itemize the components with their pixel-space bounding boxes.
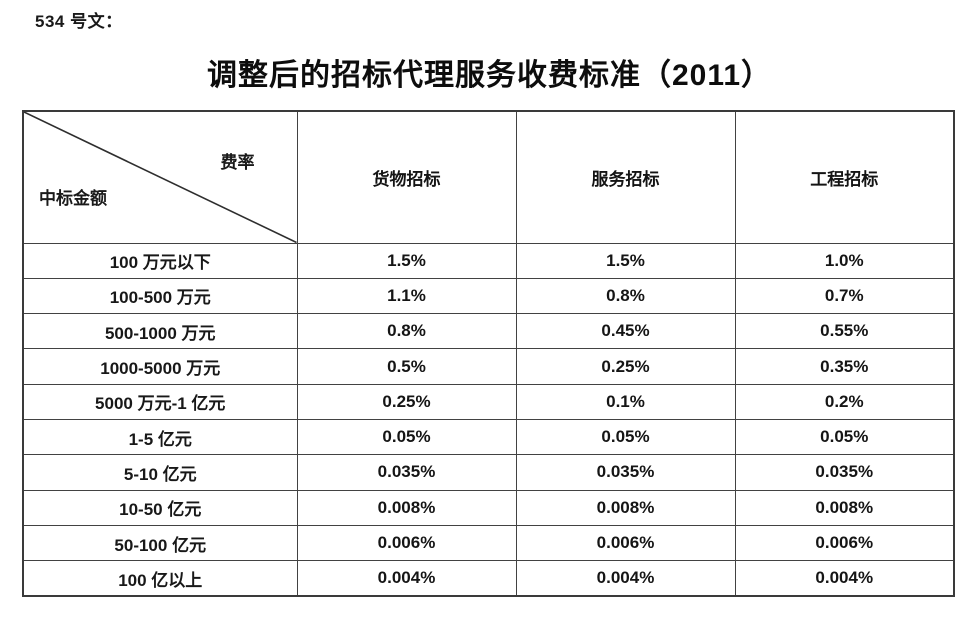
table-body: 100 万元以下 1.5% 1.5% 1.0% 100-500 万元 1.1% 0.8% 0.… bbox=[22, 242, 955, 597]
rate-value-cell: 0.35% bbox=[734, 348, 955, 385]
rate-value-cell: 0.5% bbox=[296, 348, 517, 385]
rate-value-cell: 0.45% bbox=[515, 313, 736, 350]
table-row: 500-1000 万元 0.8% 0.45% 0.55% bbox=[22, 313, 955, 350]
column-header-goods: 货物招标 bbox=[296, 110, 517, 244]
amount-range-cell: 1000-5000 万元 bbox=[22, 348, 298, 385]
fee-rate-table: 费率 中标金额 货物招标 服务招标 工程招标 100 万元以下 1.5% 1.5% 1… bbox=[22, 110, 955, 597]
table-row: 100 万元以下 1.5% 1.5% 1.0% bbox=[22, 242, 955, 279]
rate-value-cell: 0.1% bbox=[515, 383, 736, 420]
rate-value-cell: 0.035% bbox=[296, 454, 517, 491]
rate-value-cell: 0.05% bbox=[296, 418, 517, 456]
page-title: 调整后的招标代理服务收费标准（2011） bbox=[206, 59, 773, 92]
amount-range-cell: 1-5 亿元 bbox=[22, 418, 298, 456]
rate-value-cell: 0.006% bbox=[296, 524, 517, 562]
rate-value-cell: 1.5% bbox=[296, 242, 517, 279]
rate-value-cell: 0.55% bbox=[734, 313, 955, 350]
amount-range-cell: 5000 万元-1 亿元 bbox=[22, 383, 298, 420]
rate-value-cell: 0.006% bbox=[734, 524, 955, 562]
rate-value-cell: 1.0% bbox=[734, 242, 955, 279]
corner-label-rate: 费率 bbox=[220, 153, 255, 172]
table-row: 10-50 亿元 0.008% 0.008% 0.008% bbox=[22, 489, 955, 526]
rate-value-cell: 0.006% bbox=[515, 524, 736, 562]
amount-range-cell: 100 万元以下 bbox=[22, 242, 298, 279]
rate-value-cell: 1.1% bbox=[296, 277, 517, 315]
rate-value-cell: 0.004% bbox=[734, 560, 955, 597]
column-header-engineering: 工程招标 bbox=[734, 110, 955, 244]
table-header: 费率 中标金额 货物招标 服务招标 工程招标 bbox=[22, 110, 955, 244]
header-row: 费率 中标金额 货物招标 服务招标 工程招标 bbox=[22, 110, 955, 244]
rate-value-cell: 0.7% bbox=[734, 277, 955, 315]
table-row: 50-100 亿元 0.006% 0.006% 0.006% bbox=[22, 524, 955, 562]
amount-range-cell: 100-500 万元 bbox=[22, 277, 298, 315]
rate-value-cell: 0.035% bbox=[734, 454, 955, 491]
diagonal-divider-line bbox=[24, 112, 297, 243]
rate-value-cell: 0.05% bbox=[734, 418, 955, 456]
amount-range-cell: 5-10 亿元 bbox=[22, 454, 298, 491]
amount-range-cell: 500-1000 万元 bbox=[22, 313, 298, 350]
rate-value-cell: 0.035% bbox=[515, 454, 736, 491]
rate-value-cell: 0.8% bbox=[515, 277, 736, 315]
rate-value-cell: 0.004% bbox=[296, 560, 517, 597]
rate-value-cell: 1.5% bbox=[515, 242, 736, 279]
rate-value-cell: 0.05% bbox=[515, 418, 736, 456]
table-row: 5-10 亿元 0.035% 0.035% 0.035% bbox=[22, 454, 955, 491]
rate-value-cell: 0.008% bbox=[296, 489, 517, 526]
amount-range-cell: 50-100 亿元 bbox=[22, 524, 298, 562]
rate-value-cell: 0.8% bbox=[296, 313, 517, 350]
rate-value-cell: 0.2% bbox=[734, 383, 955, 420]
table-row: 100-500 万元 1.1% 0.8% 0.7% bbox=[22, 277, 955, 315]
amount-range-cell: 100 亿以上 bbox=[22, 560, 298, 597]
table-row: 1000-5000 万元 0.5% 0.25% 0.35% bbox=[22, 348, 955, 385]
rate-value-cell: 0.25% bbox=[296, 383, 517, 420]
column-header-services: 服务招标 bbox=[515, 110, 736, 244]
amount-range-cell: 10-50 亿元 bbox=[22, 489, 298, 526]
table-row: 1-5 亿元 0.05% 0.05% 0.05% bbox=[22, 418, 955, 456]
diagonal-corner-cell: 费率 中标金额 bbox=[22, 110, 298, 244]
table-row: 5000 万元-1 亿元 0.25% 0.1% 0.2% bbox=[22, 383, 955, 420]
table-row: 100 亿以上 0.004% 0.004% 0.004% bbox=[22, 560, 955, 597]
rate-value-cell: 0.25% bbox=[515, 348, 736, 385]
document-ref-label: 534 号文： bbox=[35, 12, 123, 31]
rate-value-cell: 0.008% bbox=[734, 489, 955, 526]
rate-value-cell: 0.008% bbox=[515, 489, 736, 526]
rate-value-cell: 0.004% bbox=[515, 560, 736, 597]
corner-label-amount: 中标金额 bbox=[39, 189, 107, 208]
